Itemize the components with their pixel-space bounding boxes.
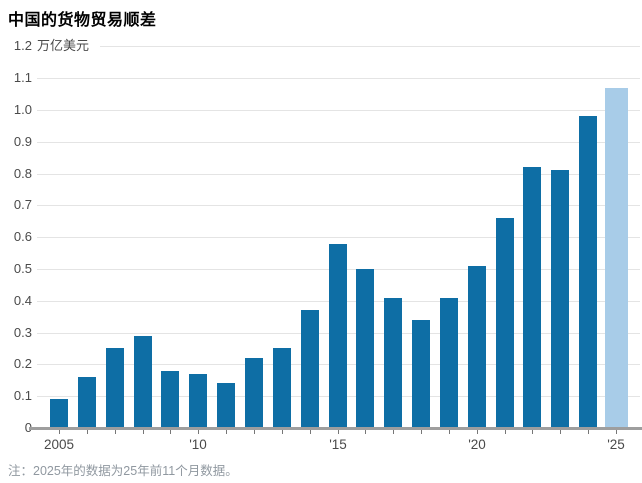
x-tick-2014 bbox=[310, 430, 311, 434]
x-tick-2010 bbox=[198, 430, 199, 434]
y-tick-label-0.5: 0.5 bbox=[13, 261, 32, 276]
bar-2012[interactable] bbox=[245, 358, 263, 428]
x-tick-2017 bbox=[393, 430, 394, 434]
bar-2013[interactable] bbox=[273, 348, 291, 428]
y-tick-label-0.8: 0.8 bbox=[13, 166, 32, 181]
y-tick-label-0: 0 bbox=[2, 420, 32, 436]
bar-2015[interactable] bbox=[329, 244, 347, 428]
y-tick-label-1.0: 1.0 bbox=[13, 102, 32, 117]
bar-2014[interactable] bbox=[301, 310, 319, 428]
chart-title: 中国的货物贸易顺差 bbox=[8, 12, 157, 29]
x-tick-2007 bbox=[115, 430, 116, 434]
bar-2018[interactable] bbox=[412, 320, 430, 428]
gridline bbox=[37, 237, 640, 238]
gridline bbox=[37, 174, 640, 175]
x-tick-2020 bbox=[477, 430, 478, 434]
footnote: 注：2025年的数据为25年前11个月数据。 bbox=[8, 464, 238, 478]
x-tick-label-2025: '25 bbox=[607, 437, 625, 452]
bar-2011[interactable] bbox=[217, 383, 235, 428]
gridline bbox=[100, 46, 640, 47]
y-axis-unit-label: 万亿美元 bbox=[37, 38, 90, 53]
y-tick-label-0.6: 0.6 bbox=[13, 229, 32, 244]
gridline bbox=[37, 205, 640, 206]
bar-2021[interactable] bbox=[496, 218, 514, 428]
x-tick-2008 bbox=[143, 430, 144, 434]
x-tick-2012 bbox=[254, 430, 255, 434]
x-tick-2024 bbox=[588, 430, 589, 434]
x-tick-2013 bbox=[282, 430, 283, 434]
x-tick-2011 bbox=[226, 430, 227, 434]
y-tick-label-0.3: 0.3 bbox=[13, 325, 32, 340]
bar-2007[interactable] bbox=[106, 348, 124, 428]
x-axis-line bbox=[29, 427, 642, 430]
bar-2016[interactable] bbox=[356, 269, 374, 428]
y-tick-label-0.2: 0.2 bbox=[13, 356, 32, 371]
x-tick-2015 bbox=[338, 430, 339, 434]
x-tick-2022 bbox=[532, 430, 533, 434]
bar-2006[interactable] bbox=[78, 377, 96, 428]
bar-2022[interactable] bbox=[523, 167, 541, 428]
highlight-bar-2025[interactable] bbox=[605, 88, 628, 428]
x-tick-label-2010: '10 bbox=[189, 437, 207, 452]
x-tick-2019 bbox=[449, 430, 450, 434]
x-tick-2021 bbox=[505, 430, 506, 434]
bar-2020[interactable] bbox=[468, 266, 486, 428]
bar-2024[interactable] bbox=[579, 116, 597, 428]
x-tick-2009 bbox=[170, 430, 171, 434]
x-tick-2023 bbox=[560, 430, 561, 434]
x-tick-2006 bbox=[87, 430, 88, 434]
bar-2019[interactable] bbox=[440, 298, 458, 428]
gridline bbox=[37, 142, 640, 143]
bar-2010[interactable] bbox=[189, 374, 207, 428]
y-tick-label-0.7: 0.7 bbox=[13, 197, 32, 212]
bar-2017[interactable] bbox=[384, 298, 402, 428]
x-tick-label-2020: '20 bbox=[468, 437, 486, 452]
x-tick-label-2015: '15 bbox=[329, 437, 347, 452]
bar-2023[interactable] bbox=[551, 170, 569, 428]
y-tick-label-0.9: 0.9 bbox=[13, 134, 32, 149]
y-tick-label-0.4: 0.4 bbox=[13, 293, 32, 308]
x-tick-2005 bbox=[59, 430, 60, 434]
y-tick-label-0.1: 0.1 bbox=[13, 388, 32, 403]
bar-2005[interactable] bbox=[50, 399, 68, 428]
gridline bbox=[37, 78, 640, 79]
y-tick-label-1.1: 1.1 bbox=[13, 70, 32, 85]
bar-2009[interactable] bbox=[161, 371, 179, 428]
gridline bbox=[37, 110, 640, 111]
y-tick-label-1.2: 1.2 bbox=[13, 38, 32, 53]
x-tick-2018 bbox=[421, 430, 422, 434]
x-tick-label-2005: 2005 bbox=[43, 437, 75, 452]
x-tick-2025 bbox=[616, 430, 617, 434]
bar-2008[interactable] bbox=[134, 336, 152, 428]
x-tick-2016 bbox=[365, 430, 366, 434]
